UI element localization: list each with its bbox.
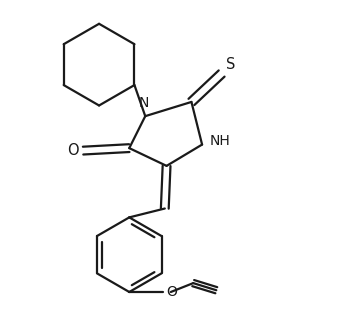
Text: NH: NH	[210, 134, 231, 148]
Text: N: N	[138, 96, 149, 110]
Text: O: O	[67, 143, 79, 158]
Text: S: S	[226, 57, 235, 72]
Text: O: O	[166, 285, 178, 299]
